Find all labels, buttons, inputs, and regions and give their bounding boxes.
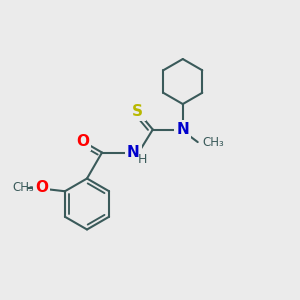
Text: N: N bbox=[127, 145, 140, 160]
Text: CH₃: CH₃ bbox=[202, 136, 224, 148]
Text: H: H bbox=[138, 153, 147, 166]
Text: O: O bbox=[35, 180, 48, 195]
Text: CH₃: CH₃ bbox=[12, 181, 34, 194]
Text: O: O bbox=[76, 134, 89, 149]
Text: S: S bbox=[132, 104, 143, 119]
Text: N: N bbox=[176, 122, 189, 137]
